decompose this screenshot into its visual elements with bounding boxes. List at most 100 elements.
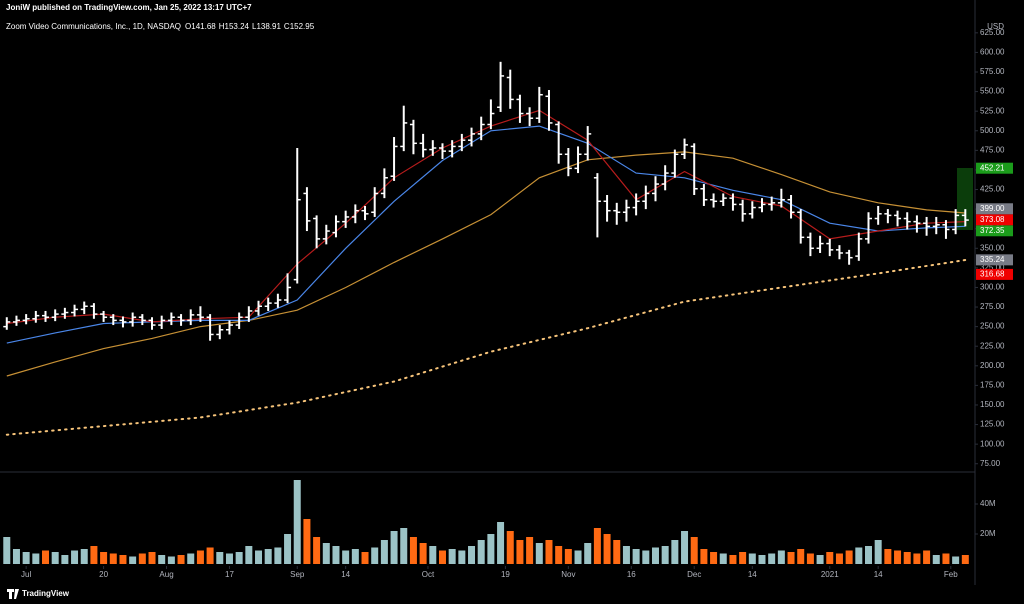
y-tick-label: 525.00	[980, 106, 1005, 115]
volume-bar	[468, 546, 476, 564]
volume-bar	[690, 537, 698, 564]
volume-bar	[390, 531, 398, 564]
volume-bar	[206, 547, 214, 564]
volume-bar	[632, 549, 640, 564]
volume-bar	[313, 537, 321, 564]
volume-bar	[826, 552, 834, 564]
y-tick-label: 275.00	[980, 302, 1005, 311]
volume-bar	[923, 550, 931, 564]
volume-bar	[506, 531, 514, 564]
y-tick-label: 425.00	[980, 185, 1005, 194]
volume-bar	[196, 550, 204, 564]
volume-bar	[961, 555, 969, 564]
volume-bar	[613, 540, 621, 564]
volume-bar	[429, 546, 437, 564]
x-tick-label: Aug	[159, 570, 173, 579]
volume-bar	[661, 546, 669, 564]
header: JoniW published on TradingView.com, Jan …	[6, 3, 252, 12]
volume-bar	[225, 553, 233, 564]
volume-bar	[129, 556, 137, 564]
y-tick-label: 550.00	[980, 87, 1005, 96]
volume-bar	[419, 543, 427, 564]
volume-bar	[458, 550, 466, 564]
legend: Zoom Video Communications, Inc., 1D, NAS…	[6, 22, 315, 31]
volume-bar	[932, 555, 940, 564]
x-tick-label: Oct	[422, 570, 435, 579]
volume-bar	[32, 553, 40, 564]
volume-bar	[274, 547, 282, 564]
volume-bar	[3, 537, 11, 564]
volume-bar	[864, 546, 872, 564]
y-tick-label: 625.00	[980, 28, 1005, 37]
legend-value: 153.24	[225, 22, 250, 31]
volume-bar	[758, 555, 766, 564]
currency: USD	[987, 22, 1004, 31]
y-tick-label: 150.00	[980, 400, 1005, 409]
y-tick-label: 250.00	[980, 322, 1005, 331]
volume-bar	[729, 555, 737, 564]
legend-value: 152.95	[290, 22, 315, 31]
legend-value: 141.68	[191, 22, 216, 31]
y-tick-label: 600.00	[980, 48, 1005, 57]
price-tag-label: 316.68	[980, 269, 1005, 278]
volume-bar	[603, 534, 611, 564]
volume-bar	[622, 546, 630, 564]
x-tick-label: Nov	[561, 570, 575, 579]
x-tick-label: 19	[501, 570, 510, 579]
volume-bar	[535, 543, 543, 564]
volume-bar	[651, 547, 659, 564]
volume-bar	[409, 537, 417, 564]
moving-average	[6, 151, 966, 377]
price-tag	[976, 162, 1013, 174]
price-tag-label: 372.35	[980, 226, 1005, 235]
y-tick-label: 125.00	[980, 420, 1005, 429]
x-tick-label: Feb	[944, 570, 958, 579]
volume-bar	[942, 553, 950, 564]
volume-bar	[284, 534, 292, 564]
volume-bar	[90, 546, 98, 564]
volume-bar	[477, 540, 485, 564]
volume-bar	[593, 528, 601, 564]
volume-bar	[487, 534, 495, 564]
volume-bar	[332, 546, 340, 564]
volume-bar	[526, 537, 534, 564]
volume-bar	[845, 550, 853, 564]
volume-bar	[61, 555, 69, 564]
volume-bar	[42, 550, 50, 564]
volume-bar	[148, 552, 156, 564]
volume-bar	[100, 552, 108, 564]
volume-bar	[177, 555, 185, 564]
x-tick-label: Jul	[21, 570, 31, 579]
volume-bar	[797, 549, 805, 564]
y-tick-label: 175.00	[980, 380, 1005, 389]
volume-bar	[303, 519, 311, 564]
volume-bar	[555, 546, 563, 564]
x-tick-label: 2021	[821, 570, 839, 579]
volume-bar	[255, 550, 263, 564]
volume-bar	[497, 522, 505, 564]
volume-tick-label: 40M	[980, 499, 996, 508]
volume-bar	[22, 552, 30, 564]
volume-bar	[371, 547, 379, 564]
volume-bar	[80, 549, 88, 564]
volume-bar	[138, 553, 146, 564]
y-tick-label: 300.00	[980, 283, 1005, 292]
volume-bar	[874, 540, 882, 564]
x-tick-label: 14	[874, 570, 883, 579]
price-tag-label: 399.00	[980, 204, 1005, 213]
price-tag-label: 452.21	[980, 163, 1005, 172]
volume-bar	[322, 543, 330, 564]
legend-key: O	[185, 22, 191, 31]
price-tag-label: 335.24	[980, 255, 1005, 264]
volume-tick-label: 20M	[980, 529, 996, 538]
volume-bar	[642, 550, 650, 564]
volume-bar	[448, 549, 456, 564]
x-tick-label: 14	[341, 570, 350, 579]
volume-bar	[158, 555, 166, 564]
volume-bar	[245, 546, 253, 564]
volume-bar	[351, 549, 359, 564]
x-tick-label: 20	[99, 570, 108, 579]
volume-bar	[584, 543, 592, 564]
y-tick-label: 325.00	[980, 263, 1005, 272]
